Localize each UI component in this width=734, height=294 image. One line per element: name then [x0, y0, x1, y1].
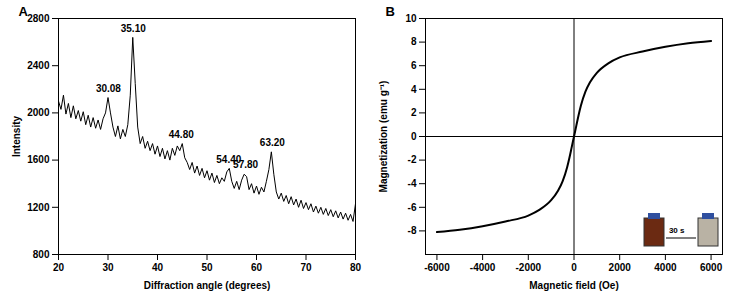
svg-text:-2: -2 [408, 154, 417, 165]
svg-text:35.10: 35.10 [121, 23, 146, 34]
svg-text:2: 2 [411, 107, 417, 118]
svg-text:8: 8 [411, 36, 417, 47]
svg-text:80: 80 [350, 262, 362, 273]
svg-text:6: 6 [411, 60, 417, 71]
svg-text:2800: 2800 [27, 13, 50, 24]
svg-text:44.80: 44.80 [169, 129, 194, 140]
svg-text:-2000: -2000 [516, 262, 542, 273]
svg-text:10: 10 [405, 13, 417, 24]
svg-text:54.40: 54.40 [216, 153, 242, 165]
svg-text:2000: 2000 [609, 262, 632, 273]
svg-text:0: 0 [571, 262, 577, 273]
svg-text:30: 30 [102, 262, 114, 273]
svg-text:Intensity: Intensity [11, 116, 22, 158]
svg-text:-6000: -6000 [424, 262, 450, 273]
svg-text:-6: -6 [408, 202, 417, 213]
svg-text:1600: 1600 [27, 154, 50, 165]
svg-text:20: 20 [53, 262, 65, 273]
svg-text:60: 60 [251, 262, 263, 273]
svg-text:Magnetic field (Oe): Magnetic field (Oe) [529, 280, 618, 291]
svg-text:30.08: 30.08 [96, 83, 121, 94]
svg-text:50: 50 [201, 262, 213, 273]
svg-text:2000: 2000 [27, 107, 50, 118]
svg-text:40: 40 [152, 262, 164, 273]
svg-text:4000: 4000 [654, 262, 677, 273]
svg-text:-4: -4 [408, 178, 417, 189]
svg-text:Diffraction angle (degrees): Diffraction angle (degrees) [144, 280, 271, 291]
svg-text:B: B [386, 4, 395, 19]
svg-text:70: 70 [300, 262, 312, 273]
svg-text:63.20: 63.20 [260, 137, 285, 148]
svg-text:1200: 1200 [27, 202, 50, 213]
svg-text:0: 0 [411, 131, 417, 142]
svg-text:-8: -8 [408, 225, 417, 236]
svg-text:6000: 6000 [700, 262, 723, 273]
svg-text:800: 800 [33, 249, 50, 260]
svg-text:A: A [19, 4, 29, 19]
svg-text:2400: 2400 [27, 60, 50, 71]
svg-text:4: 4 [411, 84, 417, 95]
svg-text:57.80: 57.80 [233, 159, 258, 170]
svg-text:-4000: -4000 [470, 262, 496, 273]
svg-text:Magnetization (emu g⁻¹): Magnetization (emu g⁻¹) [378, 81, 389, 193]
svg-text:30 s: 30 s [669, 226, 685, 235]
